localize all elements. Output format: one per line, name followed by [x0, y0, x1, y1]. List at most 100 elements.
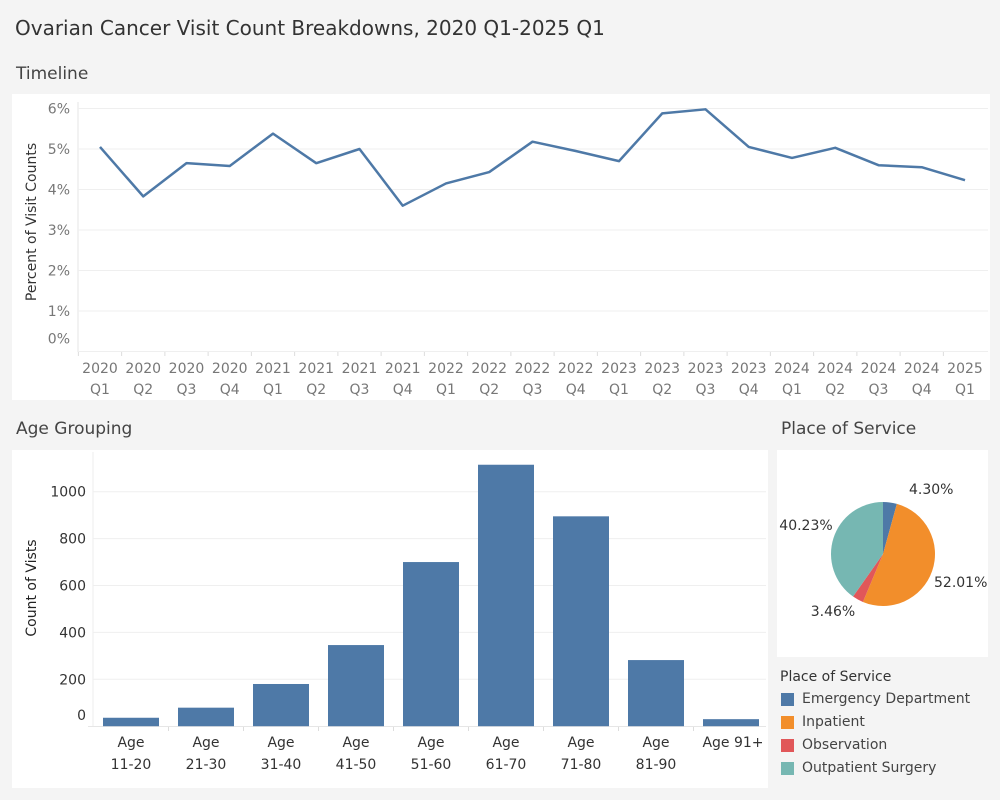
x-tick-quarter: Q1: [782, 382, 802, 398]
x-tick-label: 81-90: [636, 757, 677, 773]
y-tick-label: 800: [59, 532, 86, 548]
legend-swatch: [781, 738, 794, 752]
x-tick-year: 2020: [212, 361, 248, 377]
x-tick-year: 2022: [428, 361, 464, 377]
x-tick-year: 2024: [861, 361, 897, 377]
age-grouping-panel: [12, 450, 768, 788]
x-tick-quarter: Q4: [566, 382, 586, 398]
x-tick-quarter: Q1: [609, 382, 629, 398]
x-tick-quarter: Q3: [177, 382, 197, 398]
bar-age-11-20: [103, 717, 159, 727]
y-tick-label: 200: [59, 672, 86, 688]
pie-label: 3.46%: [811, 604, 855, 620]
legend-swatch: [781, 715, 794, 729]
x-tick-year: 2021: [342, 361, 378, 377]
x-tick-year: 2024: [904, 361, 940, 377]
x-tick-quarter: Q1: [955, 382, 975, 398]
x-tick-quarter: Q4: [739, 382, 759, 398]
bar-age-51-60: [403, 562, 459, 727]
x-tick-quarter: Q3: [696, 382, 716, 398]
x-tick-year: 2021: [385, 361, 421, 377]
y-tick-label: 0%: [48, 332, 70, 348]
x-tick-quarter: Q1: [436, 382, 456, 398]
y-tick-label: 400: [59, 625, 86, 641]
x-tick-year: 2020: [125, 361, 161, 377]
y-tick-label: 3%: [48, 223, 70, 239]
page-title: Ovarian Cancer Visit Count Breakdowns, 2…: [15, 16, 605, 40]
x-tick-quarter: Q3: [523, 382, 543, 398]
y-axis-title: Percent of Visit Counts: [24, 143, 40, 301]
x-tick-label: Age: [642, 735, 669, 751]
y-tick-label: 6%: [48, 102, 70, 118]
bar-age-31-40: [253, 683, 309, 727]
y-tick-label: 5%: [48, 142, 70, 158]
x-tick-label: 71-80: [561, 757, 602, 773]
x-tick-label: 41-50: [336, 757, 377, 773]
legend-item[interactable]: Observation: [781, 737, 887, 753]
age-grouping-title: Age Grouping: [16, 419, 133, 439]
bar-age-41-50: [328, 645, 384, 727]
legend-item[interactable]: Inpatient: [781, 714, 865, 730]
y-tick-label: 1000: [50, 485, 86, 501]
x-tick-quarter: Q2: [825, 382, 845, 398]
x-tick-year: 2023: [688, 361, 724, 377]
x-tick-label: Age: [567, 735, 594, 751]
y-tick-label: 600: [59, 579, 86, 595]
x-tick-year: 2020: [169, 361, 205, 377]
pie-slice-outpatient-surgery: [831, 502, 883, 597]
x-tick-year: 2020: [82, 361, 118, 377]
bar-age-71-80: [553, 516, 609, 727]
x-tick-quarter: Q4: [393, 382, 413, 398]
pie-label: 52.01%: [934, 575, 987, 591]
place-of-service-title: Place of Service: [781, 419, 917, 439]
bar-age-21-30: [178, 707, 234, 727]
legend-item[interactable]: Emergency Department: [781, 691, 970, 707]
x-tick-quarter: Q1: [90, 382, 110, 398]
y-tick-label: 0: [77, 708, 86, 724]
timeline-title: Timeline: [16, 64, 89, 84]
x-tick-label: Age: [492, 735, 519, 751]
x-tick-quarter: Q3: [869, 382, 889, 398]
x-tick-year: 2023: [601, 361, 637, 377]
legend-swatch: [781, 692, 794, 706]
y-axis-title: Count of Vists: [24, 539, 40, 636]
x-tick-quarter: Q4: [912, 382, 932, 398]
bar-age-91+: [703, 719, 759, 727]
y-tick-label: 1%: [48, 304, 70, 320]
x-tick-year: 2024: [817, 361, 853, 377]
x-tick-year: 2021: [298, 361, 334, 377]
pie-slice-inpatient: [862, 503, 936, 607]
x-tick-label: 11-20: [111, 757, 152, 773]
x-tick-label: Age: [342, 735, 369, 751]
y-tick-label: 4%: [48, 183, 70, 199]
legend-label: Emergency Department: [802, 691, 971, 707]
legend-label: Observation: [802, 737, 888, 753]
timeline-panel: [12, 94, 990, 400]
pie-slice-emergency-department: [883, 502, 897, 554]
x-tick-label: 51-60: [411, 757, 452, 773]
x-tick-quarter: Q2: [479, 382, 499, 398]
legend-label: Inpatient: [802, 714, 865, 730]
x-tick-year: 2022: [515, 361, 551, 377]
x-tick-label: Age: [417, 735, 444, 751]
x-tick-label: Age 91+: [702, 735, 763, 751]
x-tick-label: 31-40: [261, 757, 302, 773]
x-tick-year: 2022: [471, 361, 507, 377]
x-tick-quarter: Q2: [652, 382, 672, 398]
x-tick-quarter: Q4: [220, 382, 240, 398]
pie-slice-observation: [853, 554, 883, 602]
pie-label: 4.30%: [909, 482, 953, 498]
x-tick-year: 2025: [947, 361, 983, 377]
pie-label: 40.23%: [779, 518, 832, 534]
x-tick-quarter: Q3: [350, 382, 370, 398]
bar-age-61-70: [478, 464, 534, 727]
x-tick-label: Age: [267, 735, 294, 751]
x-tick-label: Age: [192, 735, 219, 751]
x-tick-year: 2022: [558, 361, 594, 377]
x-tick-year: 2024: [774, 361, 810, 377]
legend-swatch: [781, 761, 794, 775]
x-tick-quarter: Q2: [133, 382, 153, 398]
legend-item[interactable]: Outpatient Surgery: [781, 760, 936, 776]
x-tick-quarter: Q2: [306, 382, 326, 398]
legend-label: Outpatient Surgery: [802, 760, 937, 776]
